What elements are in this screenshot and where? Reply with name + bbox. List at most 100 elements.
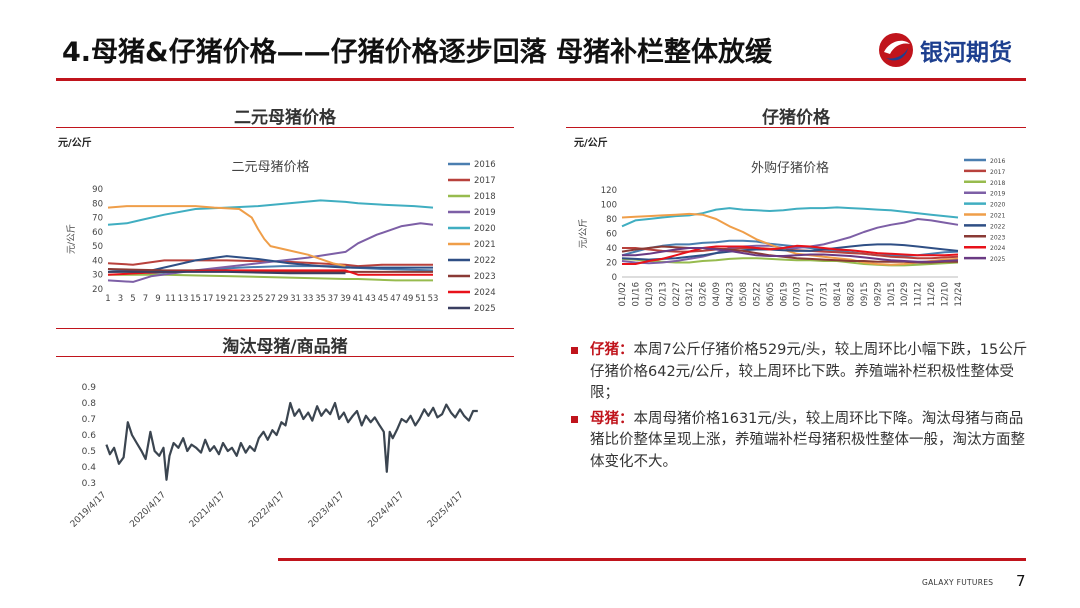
x-tick-label: 11/26 <box>927 282 937 307</box>
footer-brand: GALAXY FUTURES <box>922 578 994 587</box>
x-tick-label: 31 <box>290 294 301 304</box>
x-tick-label: 17 <box>203 294 214 304</box>
cull-ratio-panel-title: 淘汰母猪/商品猪 <box>222 337 348 357</box>
series-line-2017 <box>107 259 433 268</box>
galaxy-futures-logo <box>876 30 1036 70</box>
x-tick-label: 51 <box>415 294 426 304</box>
x-tick-label: 04/09 <box>712 282 722 307</box>
series-line-2016 <box>621 239 959 257</box>
x-tick-label: 06/19 <box>779 282 789 307</box>
x-tick-label: 2024/4/17 <box>366 490 406 530</box>
series-line-2019 <box>107 222 434 283</box>
x-tick-label: 2023/4/17 <box>307 490 347 530</box>
footer-divider <box>278 558 1026 561</box>
legend-label: 2020 <box>990 202 1005 209</box>
series-line-ratio <box>105 401 478 481</box>
series-line-2018 <box>621 257 959 267</box>
legend-label: 2025 <box>990 256 1005 263</box>
x-tick-label: 43 <box>365 294 376 304</box>
x-tick-label: 13 <box>178 294 189 304</box>
x-tick-label: 37 <box>328 294 339 304</box>
y-tick-label: 60 <box>606 230 617 240</box>
cull-panel-topline <box>56 328 514 329</box>
x-tick-label: 9 <box>155 294 160 304</box>
y-tick-label: 50 <box>92 242 103 252</box>
x-tick-label: 01/16 <box>631 282 641 307</box>
series-line-2025 <box>108 270 346 275</box>
cull-ratio-chart: 0.3 0.4 0.5 0.6 0.7 0.8 0.9 2019/4/17 2020/4/17 2… <box>69 383 478 530</box>
x-tick-label: 2020/4/17 <box>128 490 168 530</box>
legend-label: 2017 <box>474 176 496 186</box>
legend-label: 2024 <box>990 245 1005 252</box>
x-tick-label: 41 <box>353 294 364 304</box>
legend-label: 2023 <box>990 234 1005 241</box>
x-tick-label: 05/08 <box>739 282 749 307</box>
x-tick-label: 7 <box>143 294 148 304</box>
x-tick-label: 49 <box>403 294 414 304</box>
y-tick-label: 120 <box>601 186 617 196</box>
page-number: 7 <box>1016 572 1026 590</box>
x-tick-label: 09/15 <box>860 282 870 307</box>
legend-label: 2022 <box>990 223 1005 230</box>
cull-panel-underline <box>56 356 514 357</box>
y-tick-label: 0.5 <box>82 447 96 457</box>
legend-label: 2019 <box>474 208 496 218</box>
piglet-price-panel-title: 仔猪价格 <box>762 108 830 128</box>
piglet-unit-label: 元/公斤 <box>574 138 608 149</box>
x-tick-label: 47 <box>390 294 401 304</box>
y-tick-label: 30 <box>92 271 103 281</box>
x-tick-label: 04/23 <box>726 282 736 307</box>
series-line-2021 <box>621 212 959 266</box>
legend-label: 2018 <box>990 180 1005 187</box>
y-tick-label: 80 <box>606 215 617 225</box>
sow-panel-underline <box>56 127 514 128</box>
series-line-2024 <box>622 244 959 265</box>
y-tick-label: 0.3 <box>82 479 96 489</box>
x-tick-label: 12/10 <box>941 282 951 307</box>
bullet-square-icon <box>571 347 578 354</box>
x-tick-label: 2019/4/17 <box>69 490 109 530</box>
x-tick-label: 07/17 <box>806 282 816 307</box>
x-tick-label: 21 <box>228 294 239 304</box>
x-tick-label: 05/22 <box>752 282 762 307</box>
x-tick-label: 11 <box>165 294 176 304</box>
y-tick-label: 40 <box>606 244 617 254</box>
legend-label: 2024 <box>474 288 496 298</box>
x-tick-label: 53 <box>428 294 439 304</box>
legend-label: 2022 <box>474 256 496 266</box>
x-tick-label: 03/12 <box>685 282 695 307</box>
y-axis-label: 元/公斤 <box>66 224 77 254</box>
y-tick-label: 60 <box>92 228 103 238</box>
x-tick-label: 09/29 <box>873 282 883 307</box>
y-tick-label: 40 <box>92 256 103 266</box>
y-tick-label: 20 <box>92 285 103 295</box>
series-line-2022 <box>621 243 959 261</box>
y-tick-label: 0.4 <box>82 463 97 473</box>
header-divider <box>56 78 1026 81</box>
series-line-2018 <box>108 273 433 282</box>
series-line-2021 <box>107 205 346 268</box>
x-tick-label: 2021/4/17 <box>188 490 228 530</box>
legend-label: 2016 <box>474 160 496 170</box>
bullet-square-icon <box>571 415 578 423</box>
x-tick-label: 1 <box>105 294 110 304</box>
bullet-text: 本周7公斤仔猪价格529元/头，较上周环比小幅下跌，15公斤仔猪价格642元/公… <box>590 342 1028 401</box>
x-tick-label: 39 <box>340 294 351 304</box>
y-tick-label: 90 <box>92 185 103 195</box>
legend-label: 2023 <box>474 272 496 282</box>
x-tick-label: 23 <box>240 294 251 304</box>
chart-title: 二元母猪价格 <box>231 159 309 175</box>
y-tick-label: 0.6 <box>82 431 97 441</box>
x-tick-label: 02/13 <box>658 282 668 307</box>
x-tick-label: 19 <box>215 294 226 304</box>
bullet-label: 仔猪： <box>590 342 634 358</box>
y-tick-label: 0.7 <box>82 415 96 425</box>
x-tick-label: 01/30 <box>645 282 655 307</box>
series-line-2023 <box>107 268 433 273</box>
y-tick-label: 20 <box>606 259 617 269</box>
x-tick-label: 2022/4/17 <box>247 490 287 530</box>
legend-label: 2018 <box>474 192 496 202</box>
galaxy-logo-icon <box>879 33 913 67</box>
